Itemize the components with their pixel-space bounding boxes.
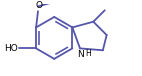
Text: H: H [86, 49, 91, 58]
Text: O: O [36, 1, 42, 10]
Text: HO: HO [4, 44, 18, 53]
Text: N: N [78, 50, 84, 59]
